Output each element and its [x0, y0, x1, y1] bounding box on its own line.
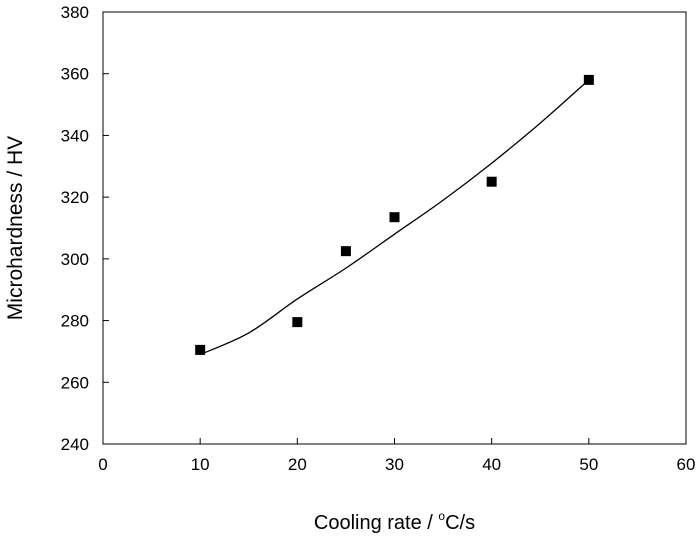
x-tick-label: 20 [288, 455, 307, 474]
x-tick-label: 60 [677, 455, 696, 474]
data-point-marker [292, 317, 303, 328]
x-tick-label: 50 [579, 455, 598, 474]
data-point-marker [486, 176, 497, 187]
y-tick-label: 280 [61, 312, 89, 331]
x-tick-label: 10 [191, 455, 210, 474]
plot-frame [102, 11, 687, 445]
data-points [195, 74, 594, 355]
y-tick-label: 380 [61, 3, 89, 22]
data-point-marker [389, 212, 400, 223]
x-axis-label-degree: o [438, 509, 445, 523]
data-point-marker [195, 344, 206, 355]
x-axis-label-text: Cooling rate / [314, 512, 439, 534]
y-tick-label: 240 [61, 435, 89, 454]
data-point-marker [340, 246, 351, 257]
y-tick-label: 320 [61, 188, 89, 207]
x-tick-label: 0 [98, 455, 107, 474]
y-tick-label: 340 [61, 126, 89, 145]
y-tick-label: 260 [61, 373, 89, 392]
y-tick-label: 360 [61, 65, 89, 84]
axis-ticks: 0 10 20 30 40 50 60 240 260 280 300 320 340 360 380 [61, 3, 696, 474]
y-tick-label: 300 [61, 250, 89, 269]
y-axis-label: Microhardness / HV [4, 136, 27, 320]
x-axis-label-unit: C/s [445, 512, 475, 534]
fit-curve-layer [199, 79, 590, 356]
data-point-marker [583, 74, 594, 85]
x-tick-label: 30 [385, 455, 404, 474]
x-axis-label: Cooling rate / oC/s [314, 509, 475, 534]
fit-curve [199, 79, 590, 356]
x-tick-label: 40 [482, 455, 501, 474]
